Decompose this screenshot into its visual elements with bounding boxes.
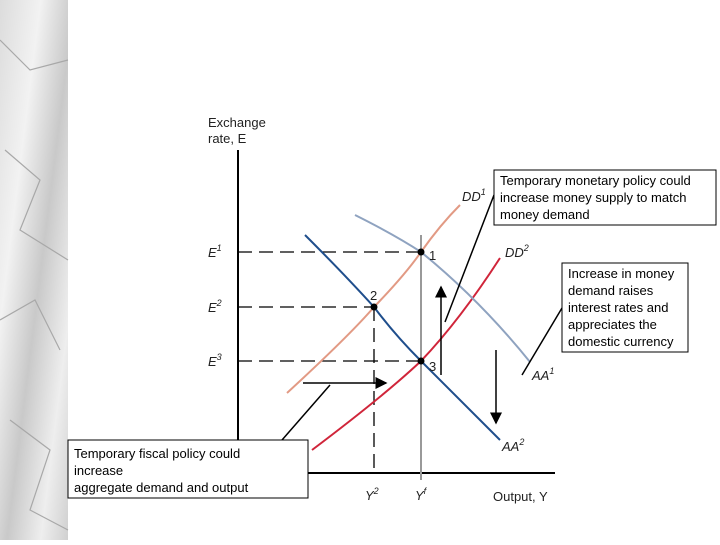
curve-label: DD2 (505, 243, 529, 260)
arrows (281, 194, 563, 441)
callout-text: Temporary monetary policy could (500, 173, 691, 188)
callout-box (67, 439, 309, 499)
callout-text: increase (74, 463, 123, 478)
curve-label-base: DD (462, 189, 481, 204)
callout-text: demand raises (568, 283, 654, 298)
level-label-base: E (208, 300, 217, 315)
callout-text: money demand (500, 207, 590, 222)
curve-label-base: AA (501, 439, 519, 454)
point-label: 3 (429, 359, 436, 374)
callout-text: increase money supply to match (500, 190, 686, 205)
curve-label-base: AA (531, 368, 549, 383)
level-label-base: E (208, 245, 217, 260)
output-label: Yf (415, 486, 428, 503)
aa2-curve (304, 234, 501, 441)
level-label: E1 (208, 243, 222, 260)
level-label-base: E (208, 354, 217, 369)
dd2-curve (311, 257, 501, 451)
output-label-sup: 2 (373, 486, 379, 496)
curve-label-sup: 2 (518, 437, 524, 447)
curve-label: DD1 (462, 187, 486, 204)
level-label-sup: 2 (216, 298, 222, 308)
curve-label: AA1 (531, 366, 554, 383)
callout-box (493, 169, 717, 226)
curve-label: AA2 (501, 437, 524, 454)
level-label-sup: 1 (217, 243, 222, 253)
marble-strip (0, 0, 68, 540)
curve-label-sup: 1 (549, 366, 554, 376)
dd1-curve (286, 204, 461, 394)
callout-text: Temporary fiscal policy could (74, 446, 240, 461)
output-label-base: Y (415, 488, 425, 503)
level-label: E2 (208, 298, 222, 315)
x-axis-label: Output, Y (493, 489, 548, 504)
aa1-curve (354, 214, 531, 363)
point (370, 303, 378, 311)
y-axis-label: rate, E (208, 131, 247, 146)
point (417, 248, 425, 256)
y-axis-label: Exchange (208, 115, 266, 130)
level-label: E3 (208, 352, 222, 369)
point-label: 1 (429, 248, 436, 263)
output-label-sup: f (424, 486, 428, 496)
callout-text: interest rates and (568, 300, 668, 315)
point (417, 357, 425, 365)
curve-label-sup: 1 (481, 187, 486, 197)
callout-box (561, 262, 689, 353)
callout-text: appreciates the (568, 317, 657, 332)
callout-text: aggregate demand and output (74, 480, 249, 495)
guides (238, 251, 421, 473)
point-label: 2 (370, 288, 377, 303)
callout-text: domestic currency (568, 334, 674, 349)
level-label-sup: 3 (217, 352, 222, 362)
curve-label-base: DD (505, 245, 524, 260)
marble-veins (0, 39, 69, 531)
curve-label-sup: 2 (523, 243, 529, 253)
callout-text: Increase in money (568, 266, 675, 281)
output-label-base: Y (365, 488, 375, 503)
output-label: Y2 (365, 486, 379, 503)
